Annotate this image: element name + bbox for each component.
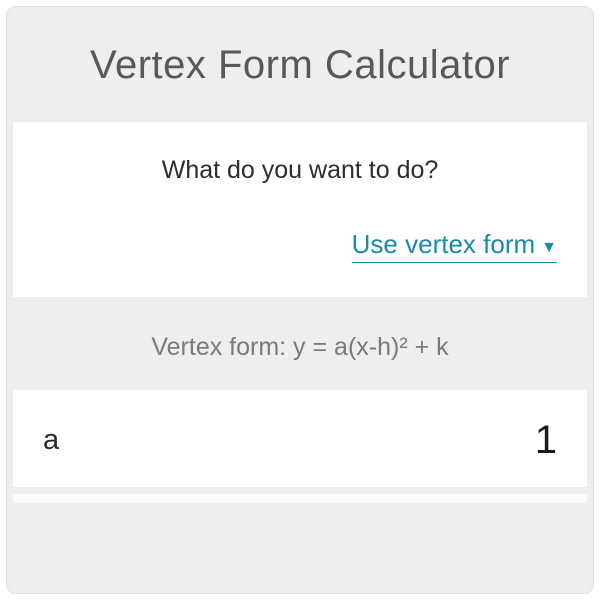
mode-select-row: Use vertex form ▼ [13,211,587,297]
question-text: What do you want to do? [43,156,557,185]
input-label-a: a [43,424,59,457]
question-section: What do you want to do? Use vertex form … [13,122,587,297]
next-row-peek [13,493,587,503]
formula-band: Vertex form: y = a(x-h)² + k [7,303,593,390]
input-row-a: a [13,390,587,487]
input-field-a[interactable] [437,418,557,463]
header: Vertex Form Calculator [7,7,593,122]
mode-select[interactable]: Use vertex form ▼ [352,229,557,263]
chevron-down-icon: ▼ [541,239,557,257]
page-title: Vertex Form Calculator [27,43,573,88]
question-row: What do you want to do? [13,122,587,211]
formula-text: Vertex form: y = a(x-h)² + k [27,333,573,362]
mode-select-label: Use vertex form [352,229,536,260]
calculator-card: Vertex Form Calculator What do you want … [6,6,594,594]
page: Vertex Form Calculator What do you want … [0,0,600,600]
